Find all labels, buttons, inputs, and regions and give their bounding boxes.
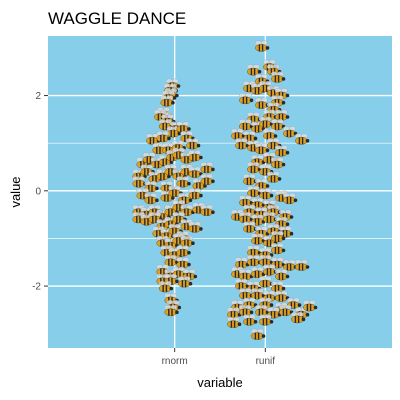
bee-point — [238, 269, 254, 281]
bee-point — [158, 281, 174, 293]
bee-point — [180, 235, 195, 247]
bee-point — [180, 204, 195, 216]
bee-point — [226, 316, 242, 329]
bee-point — [242, 130, 258, 143]
bee-point — [200, 161, 215, 174]
bee-point — [274, 269, 290, 281]
chart-title: WAGGLE DANCE — [48, 9, 186, 28]
bee-point — [258, 188, 274, 200]
bee-point — [176, 257, 191, 269]
bee-point — [274, 145, 290, 157]
bee-point — [160, 95, 175, 107]
bee-point — [242, 221, 258, 233]
bee-point — [270, 281, 286, 293]
y-axis: -2 0 2 — [32, 91, 48, 293]
bee-point — [200, 204, 215, 216]
bee-point — [258, 314, 274, 326]
bee-point — [176, 176, 191, 188]
bee-point — [200, 173, 215, 186]
bee-point — [274, 290, 290, 302]
bee-point — [258, 116, 274, 128]
bee-point — [188, 188, 203, 200]
x-axis-title: variable — [197, 375, 243, 390]
bee-point — [238, 288, 254, 300]
bee-point — [168, 185, 183, 197]
bee-point — [238, 92, 254, 105]
bee-point — [188, 221, 203, 233]
bee-point — [242, 314, 258, 326]
bee-point — [250, 266, 266, 279]
bee-point — [266, 171, 282, 183]
bee-point — [258, 254, 274, 267]
bee-points — [132, 40, 318, 340]
bee-point — [238, 119, 254, 131]
bee-point — [294, 259, 310, 271]
bee-point — [274, 109, 290, 121]
x-tick-label-runif: runif — [256, 356, 276, 367]
y-axis-title: value — [8, 176, 23, 207]
bee-point — [238, 195, 254, 207]
bee-point — [282, 192, 298, 205]
y-tick-label-2: -2 — [32, 282, 41, 293]
bee-point — [172, 200, 187, 212]
bee-point — [164, 304, 179, 317]
bee-point — [258, 276, 274, 288]
bee-point — [262, 211, 278, 224]
bee-point — [246, 64, 262, 76]
bee-point — [270, 230, 286, 243]
bee-point — [176, 245, 191, 257]
bee-point — [262, 128, 278, 140]
x-axis: rnorm runif — [162, 348, 276, 367]
bee-point — [238, 211, 254, 224]
bee-point — [282, 259, 298, 271]
bee-point — [188, 150, 203, 162]
bee-point — [270, 157, 286, 169]
bee-point — [270, 242, 286, 255]
y-tick-label-0: 0 — [35, 186, 41, 197]
bee-point — [294, 133, 310, 145]
bee-point — [166, 126, 182, 138]
bee-point — [246, 245, 262, 257]
bee-point — [250, 328, 266, 340]
bee-point — [302, 300, 318, 312]
bee-point — [270, 119, 286, 131]
bee-point — [246, 185, 262, 197]
bee-point — [254, 40, 270, 52]
bee-point — [226, 307, 242, 319]
bee-point — [250, 233, 266, 245]
x-tick-label-rnorm: rnorm — [162, 356, 188, 367]
bee-point — [246, 254, 262, 267]
bee-point — [238, 304, 254, 317]
bee-point — [254, 97, 270, 109]
bee-point — [270, 71, 286, 83]
bee-point — [242, 173, 258, 186]
bee-point — [290, 311, 306, 324]
bee-point — [185, 138, 201, 150]
plot-panel — [48, 36, 392, 348]
y-tick-label-minus-2: 2 — [35, 91, 41, 102]
bee-point — [177, 276, 193, 288]
bee-point — [144, 192, 159, 205]
bee-point — [182, 269, 198, 281]
bee-point — [234, 257, 250, 269]
bee-point — [152, 142, 167, 155]
bee-point — [132, 176, 147, 188]
bee-point — [156, 130, 171, 143]
bee-point — [278, 304, 294, 317]
bee-point — [282, 126, 298, 138]
bee-point — [176, 121, 191, 133]
